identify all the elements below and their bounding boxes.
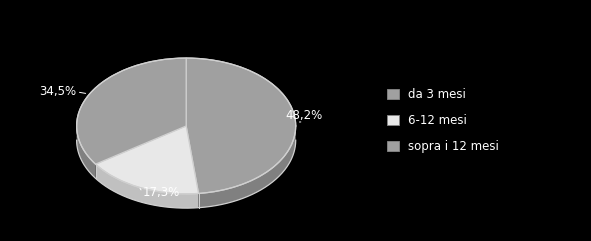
Polygon shape xyxy=(96,164,199,208)
Text: 48,2%: 48,2% xyxy=(285,109,322,122)
Wedge shape xyxy=(96,126,199,194)
Wedge shape xyxy=(186,58,296,194)
Wedge shape xyxy=(77,58,186,164)
Text: 34,5%: 34,5% xyxy=(40,85,77,98)
Text: 17,3%: 17,3% xyxy=(142,186,180,199)
Polygon shape xyxy=(199,127,296,208)
Legend: da 3 mesi, 6-12 mesi, sopra i 12 mesi: da 3 mesi, 6-12 mesi, sopra i 12 mesi xyxy=(384,85,503,156)
Polygon shape xyxy=(77,126,96,178)
